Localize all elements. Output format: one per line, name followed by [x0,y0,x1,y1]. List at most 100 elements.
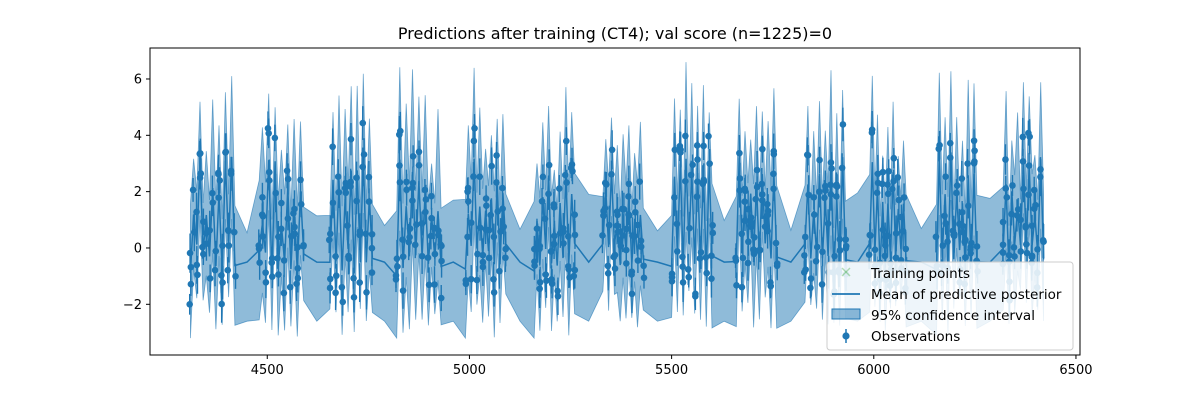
observation-point [745,238,752,246]
observation-point [200,250,207,258]
observation-point [356,228,364,235]
observation-point [623,225,630,233]
observation-point [1008,210,1015,218]
observation-point [464,233,471,241]
observation-point [347,135,355,143]
observation-point [274,233,282,241]
observation-point [755,247,762,254]
observation-point [741,217,749,225]
observation-point [275,271,282,278]
observation-point [739,254,747,262]
observation-point [801,233,809,241]
observation-point [634,257,642,264]
observation-point [824,220,832,227]
observation-point [748,219,755,227]
observation-point [959,222,967,230]
observation-point [673,248,681,255]
x-tick-label: 6500 [1059,363,1092,378]
observation-point [470,173,477,180]
observation-point [347,183,354,190]
observation-point [770,150,778,158]
observation-point [493,179,500,186]
observation-point [219,242,226,250]
observation-point [502,245,509,253]
observation-point [422,208,429,216]
mean-line-layer [189,152,1045,278]
observation-point [884,232,891,240]
observation-point [255,242,263,249]
observation-point [708,252,715,260]
observation-point [329,143,336,151]
observation-point [224,266,232,274]
observation-point [212,247,220,255]
observation-point [548,280,556,288]
observation-point [399,287,407,294]
observation-point [946,154,954,161]
x-tick-label: 5500 [655,363,688,378]
observation-point [542,271,550,278]
observation-point [679,263,686,270]
observation-point [1040,238,1047,246]
observation-point [326,230,334,238]
observation-point [1034,246,1041,253]
x-axis: 4500 5000 5500 6000 6500 [251,355,1093,378]
observation-point [801,252,808,259]
observation-point [332,272,340,280]
observation-point [613,208,621,216]
observation-point [758,180,766,188]
observation-point [268,273,276,280]
observation-point [356,279,363,286]
observation-point [1037,166,1044,173]
observation-point [1002,185,1010,192]
observation-point [415,161,423,169]
observation-point [694,156,701,163]
observation-point [396,131,403,138]
observation-point [686,224,693,232]
observation-point [218,271,225,279]
observation-point [738,283,746,291]
observation-point [671,146,679,154]
observation-point [476,173,484,180]
observation-point [284,215,292,222]
observation-point [464,198,472,205]
observation-point [278,199,285,207]
plot-frame [149,47,1081,356]
observation-point [619,232,626,239]
observation-point [396,179,404,186]
observation-point [816,188,823,196]
observation-point [962,236,969,244]
observation-point [752,195,760,203]
observation-point [1017,248,1025,255]
observation-point [1019,133,1027,141]
observation-point [692,290,699,298]
observation-point [697,249,705,256]
observation-point [413,221,420,228]
observation-point [353,197,360,205]
observation-point [543,277,550,284]
observation-point [339,298,347,306]
observation-point [539,173,547,181]
observation-point [767,282,775,290]
observation-point [741,198,748,205]
observation-point [827,159,835,166]
observation-point [399,236,406,243]
observation-point [533,225,541,233]
legend-observation-marker [842,329,850,343]
observation-point [392,272,400,279]
observation-point [885,168,893,175]
observation-point [733,282,740,289]
observation-point [700,142,707,150]
observation-point [941,212,948,220]
observation-point [189,186,197,194]
observation-point [438,257,445,265]
observation-point [424,254,432,262]
observation-point [865,251,873,259]
observation-point [1009,182,1016,189]
observation-point [805,191,812,199]
observation-point [550,201,558,208]
observation-point [939,242,947,249]
x-tick-label: 4500 [251,363,284,378]
observation-point [700,176,708,184]
observation-point [283,167,291,175]
